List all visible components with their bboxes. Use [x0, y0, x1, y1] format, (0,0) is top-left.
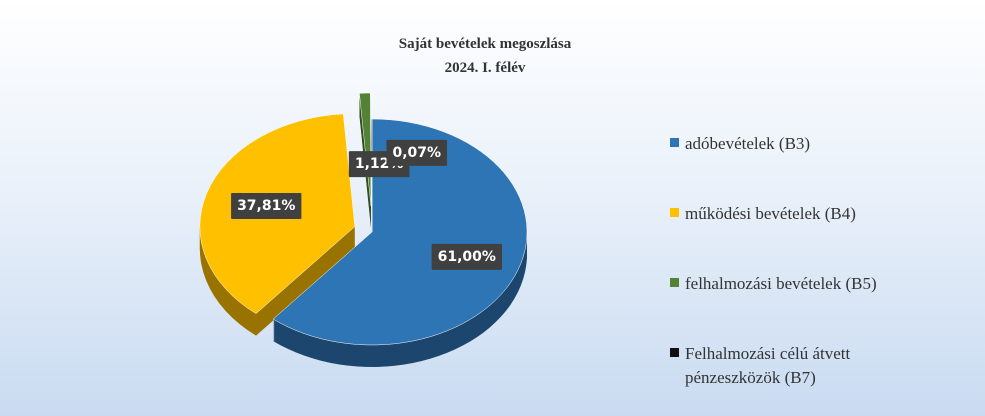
- legend-swatch: [670, 208, 679, 217]
- slice: [272, 118, 528, 346]
- legend: adóbevételek (B3) működési bevételek (B4)…: [670, 132, 960, 412]
- value-label: 61,00%: [431, 243, 502, 270]
- value-label-text: 61,00%: [438, 249, 496, 265]
- legend-swatch: [670, 348, 679, 357]
- legend-item: adóbevételek (B3): [670, 132, 960, 202]
- legend-label: adóbevételek (B3): [685, 134, 811, 153]
- legend-label: Felhalmozási célú átvett pénzeszközök (B…: [685, 344, 851, 387]
- value-label-box: [231, 192, 302, 219]
- legend-item: Felhalmozási célú átvett pénzeszközök (B…: [670, 342, 960, 412]
- legend-swatch: [670, 278, 679, 287]
- value-label-box: [386, 139, 448, 166]
- legend-item: működési bevételek (B4): [670, 202, 960, 272]
- chart-subtitle: 2024. I. félév: [445, 60, 526, 76]
- value-label: 37,81%: [231, 192, 302, 219]
- legend-item: felhalmozási bevételek (B5): [670, 272, 960, 342]
- slice: [359, 92, 372, 207]
- value-label: 0,07%: [386, 139, 448, 166]
- legend-swatch: [670, 138, 679, 147]
- value-label-box: [431, 243, 502, 270]
- legend-label: felhalmozási bevételek (B5): [685, 274, 877, 293]
- chart-title: Saját bevételek megoszlása: [399, 36, 572, 52]
- value-label-text: 0,07%: [392, 145, 441, 161]
- legend-label: működési bevételek (B4): [685, 204, 856, 223]
- value-label-text: 37,81%: [237, 198, 295, 214]
- slice: [371, 118, 373, 233]
